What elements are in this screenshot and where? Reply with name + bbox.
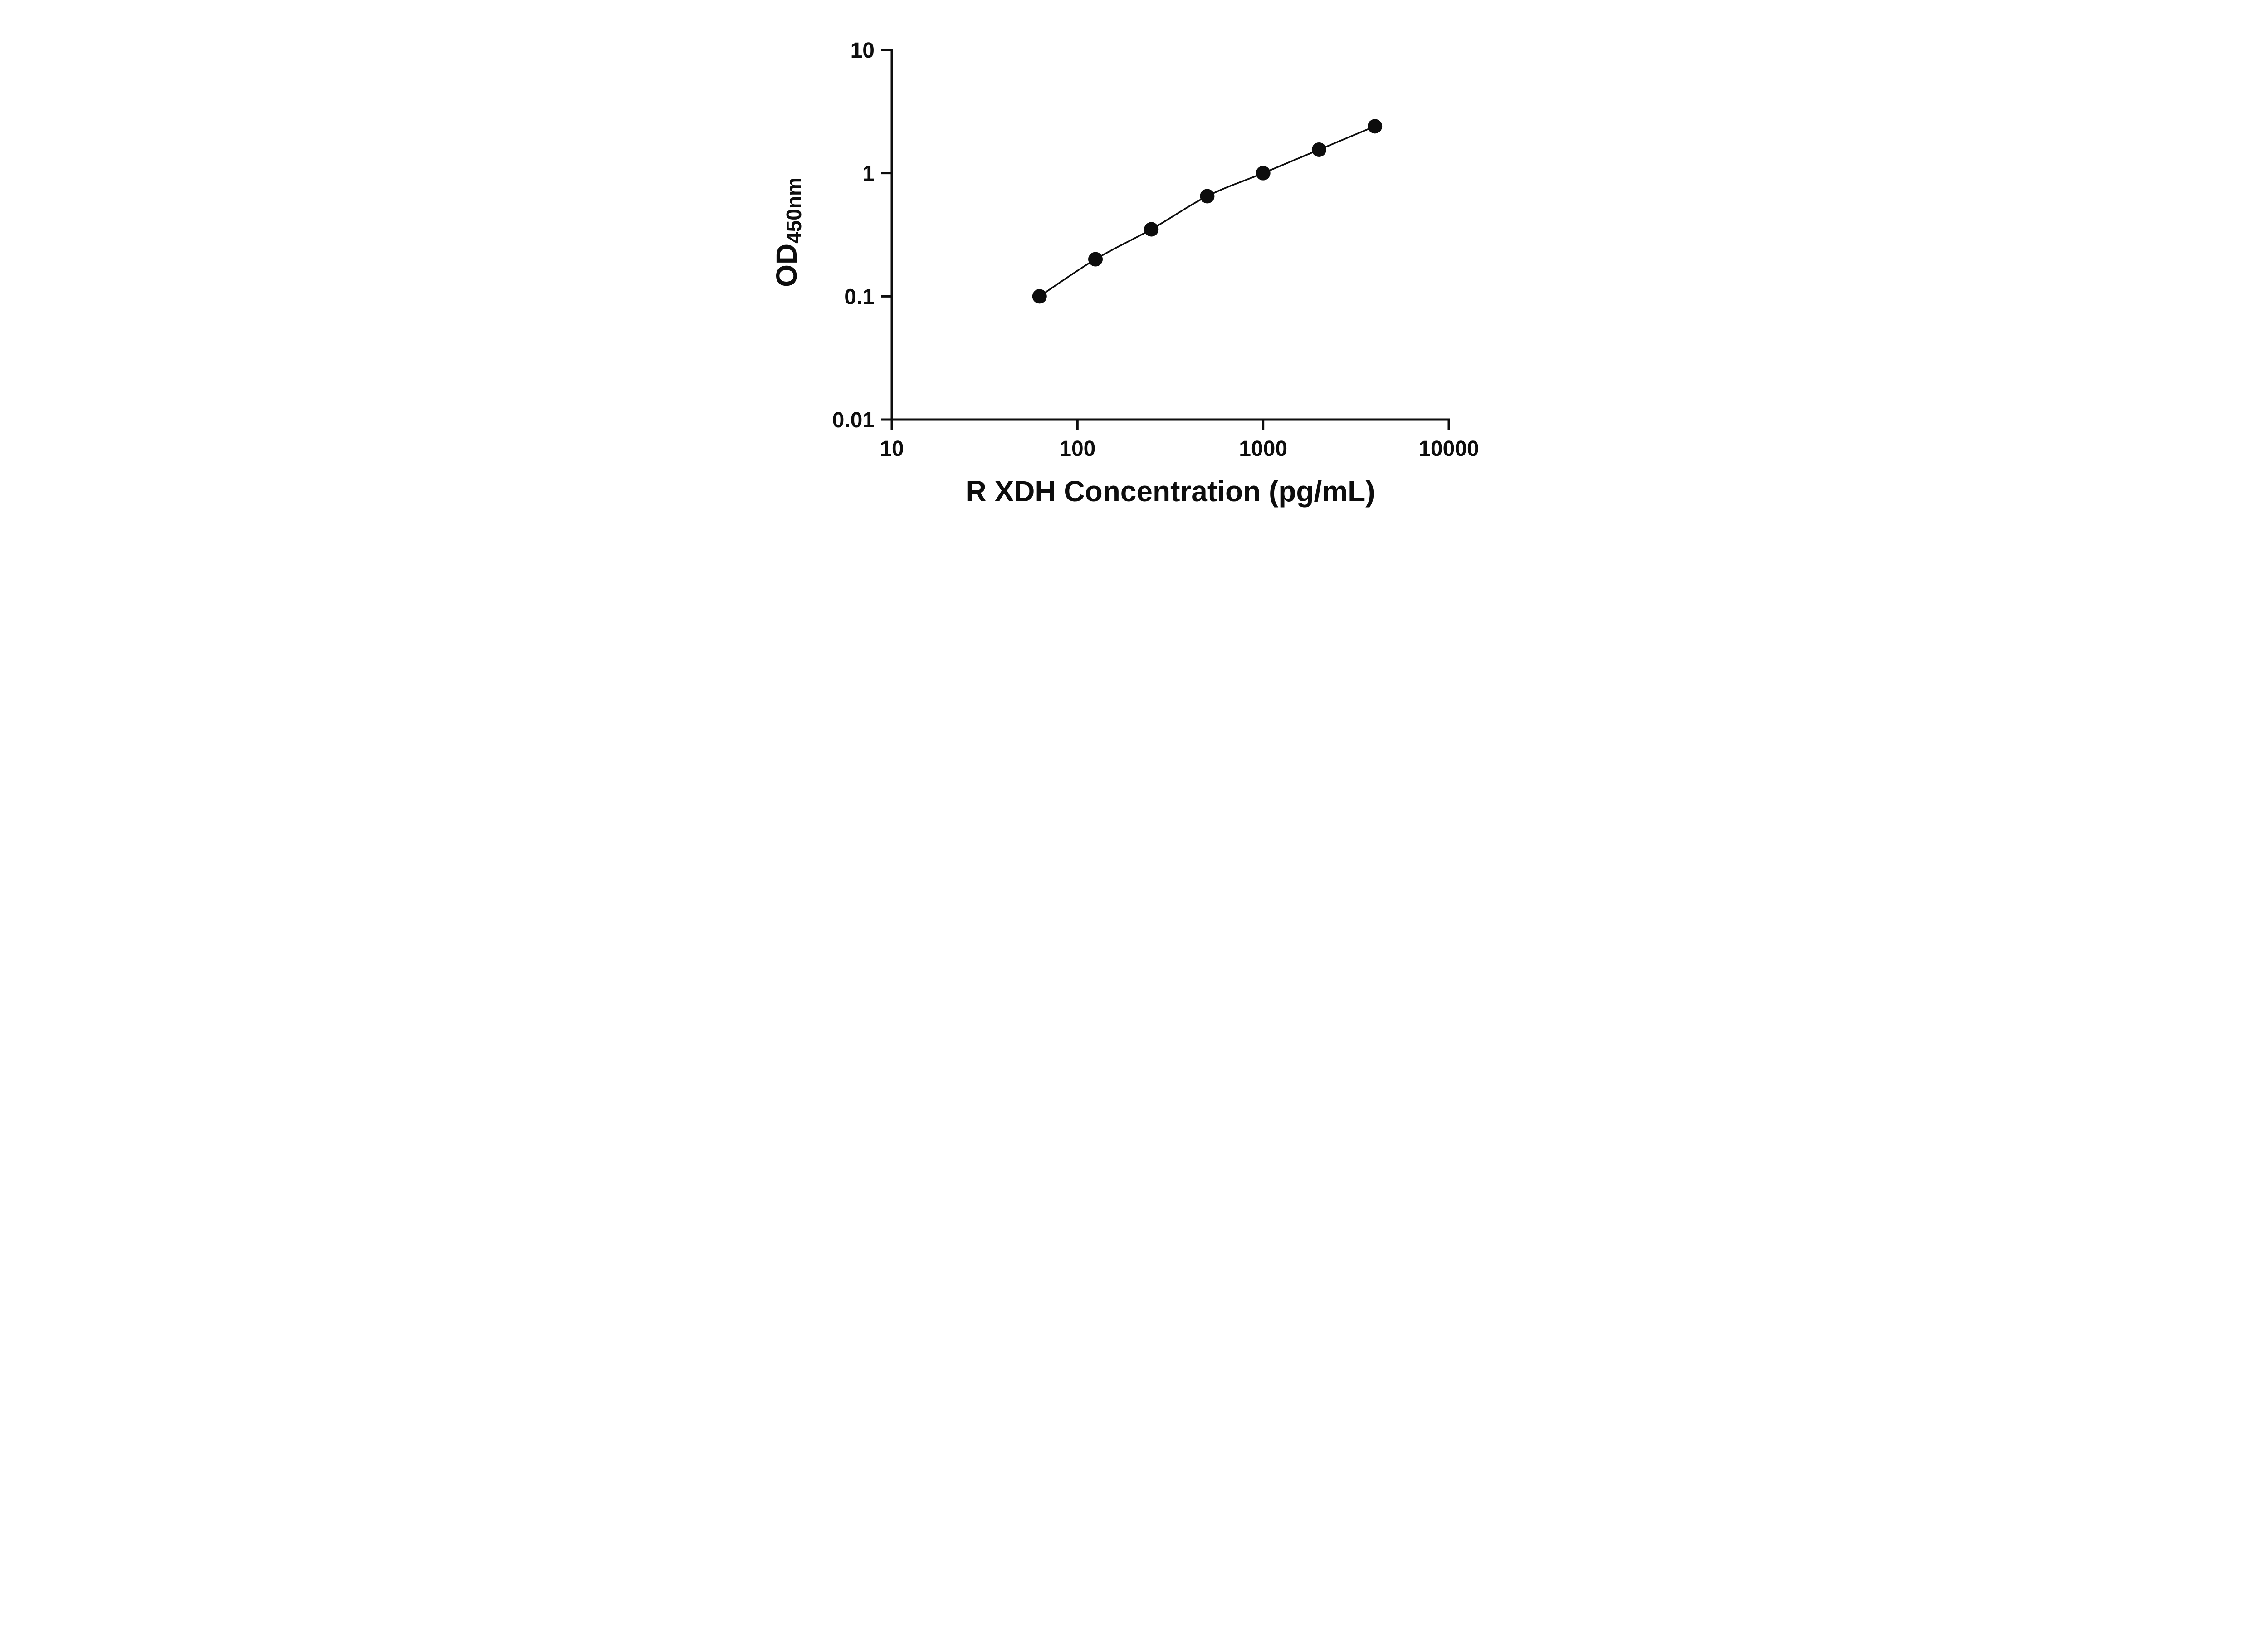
x-tick-label: 10	[880, 437, 904, 461]
x-tick-label: 100	[1059, 437, 1095, 461]
x-axis-title: R XDH Concentration (pg/mL)	[965, 475, 1375, 508]
data-point	[1088, 252, 1103, 267]
y-tick-label: 0.01	[832, 408, 875, 432]
tick-labels: 0.01 0.1 1 10 10 100 1000 10000	[832, 39, 1479, 461]
y-axis-title: OD450nm	[770, 177, 806, 287]
axis-ticks	[881, 49, 1450, 430]
y-tick-label: 10	[850, 39, 875, 63]
data-point	[1368, 119, 1383, 134]
axes	[890, 49, 1450, 421]
data-point	[1144, 222, 1159, 237]
x-tick-label: 10000	[1418, 437, 1479, 461]
x-tick-label: 1000	[1239, 437, 1287, 461]
y-tick-label: 1	[862, 162, 875, 186]
standard-curve-figure: 0.01 0.1 1 10 10 100 1000 10000 R XDH Concentrat…	[746, 0, 1522, 544]
data-point	[1200, 189, 1215, 204]
y-tick-label: 0.1	[844, 285, 875, 309]
series-standard-curve	[1032, 119, 1383, 304]
data-point	[1311, 142, 1326, 157]
data-point	[1256, 166, 1271, 181]
data-point	[1032, 289, 1047, 304]
standard-curve-svg: 0.01 0.1 1 10 10 100 1000 10000 R XDH Concentrat…	[746, 0, 1522, 544]
